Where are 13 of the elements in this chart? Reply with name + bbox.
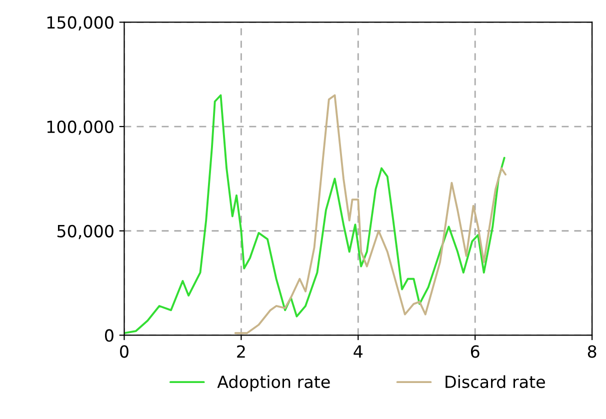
line-series: [124, 94, 506, 334]
y-tick-label: 100,000: [47, 120, 114, 135]
x-tick-label: 6: [470, 345, 480, 358]
x-tick-label: 4: [354, 345, 363, 358]
legend-label: Adoption rate: [217, 375, 330, 392]
y-tick-label: 0: [105, 329, 114, 342]
x-tick-label: 0: [120, 345, 128, 358]
x-tick-label: 2: [237, 345, 245, 358]
x-tick-label: 8: [588, 345, 596, 358]
y-tick-label: 150,000: [47, 16, 114, 30]
legend-label: Discard rate: [446, 375, 545, 388]
y-tick-label: 50,000: [57, 224, 114, 240]
line-series: [234, 94, 506, 334]
